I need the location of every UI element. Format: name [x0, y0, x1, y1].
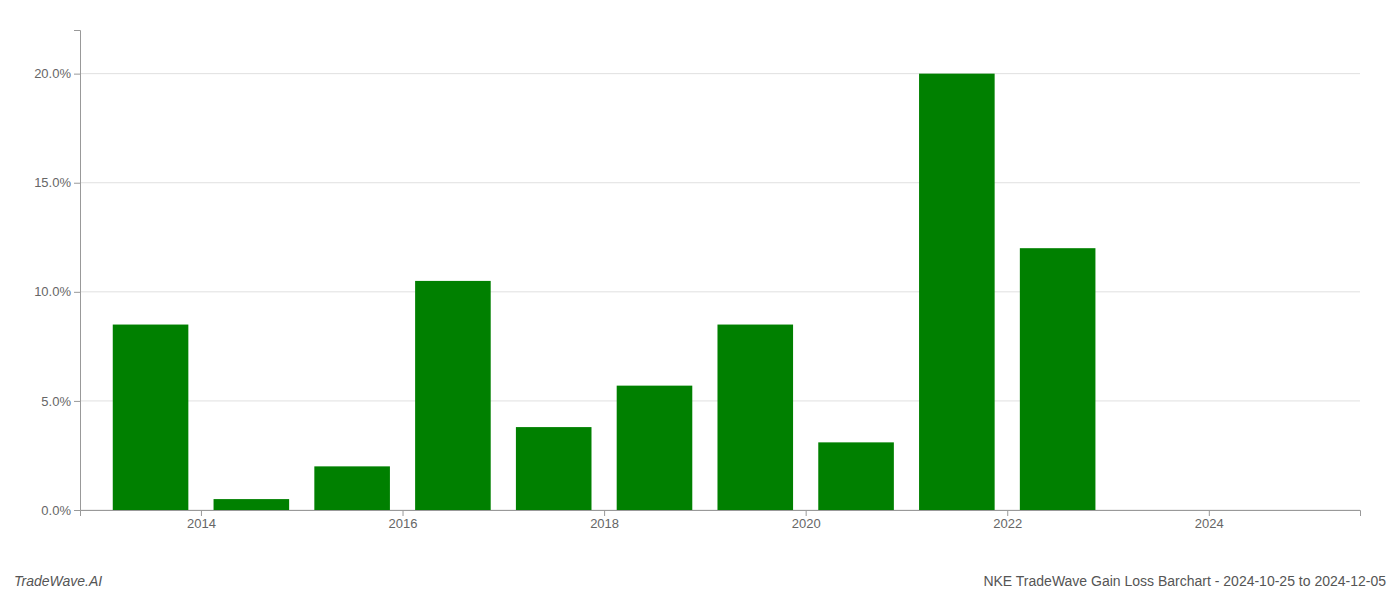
bar: [617, 386, 693, 510]
y-tick: 10.0%: [34, 284, 80, 299]
grid: [80, 74, 1360, 510]
x-tick-label: 2016: [389, 516, 418, 531]
plot-area: [113, 74, 1096, 510]
title: NKE TradeWave Gain Loss Barchart - 2024-…: [983, 573, 1386, 589]
bar: [919, 74, 995, 510]
x-tick-mark: [1209, 510, 1210, 516]
chart: 2014 2016 2018 2020 2022 2024 0.0% 5.0% 10.0% 15.…: [0, 0, 1400, 600]
y-tick: 0.0%: [41, 503, 80, 518]
x-tick: 2016: [389, 510, 418, 531]
grid-line: [80, 291, 1360, 292]
x-tick-label: 2018: [590, 516, 619, 531]
x-tick-label: 2022: [993, 516, 1022, 531]
x-tick-mark: [403, 510, 404, 516]
grid-line: [80, 73, 1360, 74]
x-tick-mark: [806, 510, 807, 516]
x-axis: 2014 2016 2018 2020 2022 2024: [81, 510, 1361, 531]
y-tick-mark: [74, 183, 80, 184]
bar: [516, 427, 592, 510]
x-tick: 2018: [590, 510, 619, 531]
bar: [1020, 248, 1096, 510]
x-tick: 2024: [1195, 510, 1224, 531]
grid-line: [80, 182, 1360, 183]
y-tick-mark: [74, 510, 80, 511]
y-tick: 20.0%: [34, 66, 80, 81]
bar: [214, 499, 290, 510]
y-tick-mark: [74, 74, 80, 75]
x-tick: 2020: [792, 510, 821, 531]
y-tick-label: 15.0%: [34, 175, 71, 190]
x-tick-mark: [1007, 510, 1008, 516]
x-tick: 2022: [993, 510, 1022, 531]
y-axis-line: [74, 31, 81, 511]
x-tick-mark: [201, 510, 202, 516]
bar: [717, 325, 793, 510]
x-tick-label: 2014: [187, 516, 216, 531]
x-tick: 2014: [187, 510, 216, 531]
y-tick-label: 0.0%: [41, 503, 71, 518]
x-tick-label: 2020: [792, 516, 821, 531]
y-tick-mark: [74, 292, 80, 293]
bar: [818, 442, 894, 510]
x-axis-line: [81, 511, 1361, 517]
footer-left: TradeWave.AI: [14, 573, 102, 589]
x-tick-mark: [604, 510, 605, 516]
bar: [113, 325, 189, 510]
y-tick-label: 5.0%: [41, 394, 71, 409]
y-tick-label: 10.0%: [34, 284, 71, 299]
y-axis: 0.0% 5.0% 10.0% 15.0% 20.0%: [34, 31, 80, 518]
y-tick: 15.0%: [34, 175, 80, 190]
bar: [415, 281, 491, 510]
y-tick-mark: [74, 401, 80, 402]
bar: [314, 466, 390, 510]
y-tick-label: 20.0%: [34, 66, 71, 81]
bar: [1121, 510, 1197, 511]
x-tick-label: 2024: [1195, 516, 1224, 531]
y-tick: 5.0%: [41, 394, 80, 409]
